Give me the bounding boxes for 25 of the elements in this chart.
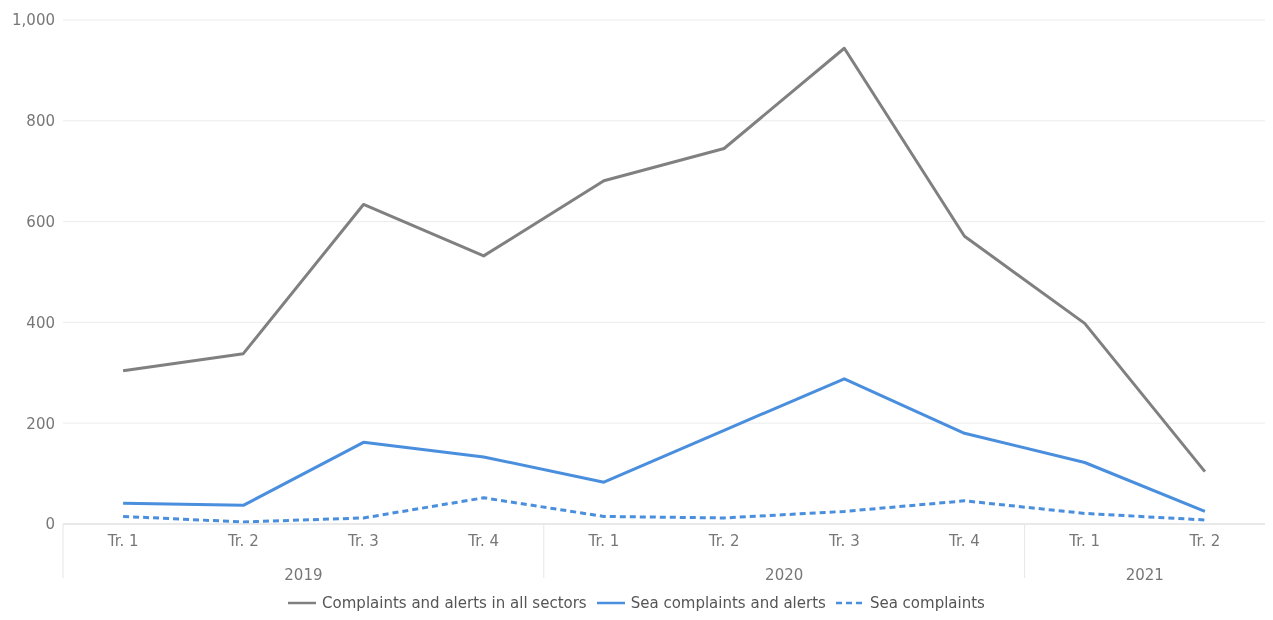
x-tick-label: Tr. 1	[106, 532, 139, 550]
text: 2021	[1125, 566, 1164, 584]
x-tick-label: Tr. 3	[827, 532, 860, 550]
y-tick-label: 400	[26, 313, 55, 332]
legend-label: Sea complaints and alerts	[629, 594, 826, 612]
line-series	[121, 46, 1207, 474]
line-series	[121, 377, 1207, 513]
legend-label: Sea complaints	[868, 594, 985, 612]
y-tick-label: 1,000	[12, 11, 55, 30]
x-tick-label: Tr. 4	[467, 532, 500, 550]
text: 2020	[765, 566, 804, 584]
legend-label: Complaints and alerts in all sectors	[321, 594, 587, 612]
y-tick-label: 200	[26, 414, 55, 433]
x-tick-label: Tr. 4	[948, 532, 980, 550]
y-tick-label: 800	[26, 112, 55, 131]
text: 2019	[284, 566, 323, 584]
y-tick-label: 0	[45, 515, 55, 534]
x-tick-label: Tr. 2	[226, 532, 259, 550]
x-tick-label: Tr. 2	[1188, 532, 1221, 550]
x-tick-label: Tr. 1	[587, 532, 620, 550]
x-tick-label: Tr. 1	[1068, 532, 1101, 550]
x-tick-label: Tr. 3	[347, 532, 379, 550]
y-tick-label: 600	[26, 212, 55, 231]
line-series	[121, 496, 1207, 524]
x-tick-label: Tr. 2	[707, 532, 740, 550]
